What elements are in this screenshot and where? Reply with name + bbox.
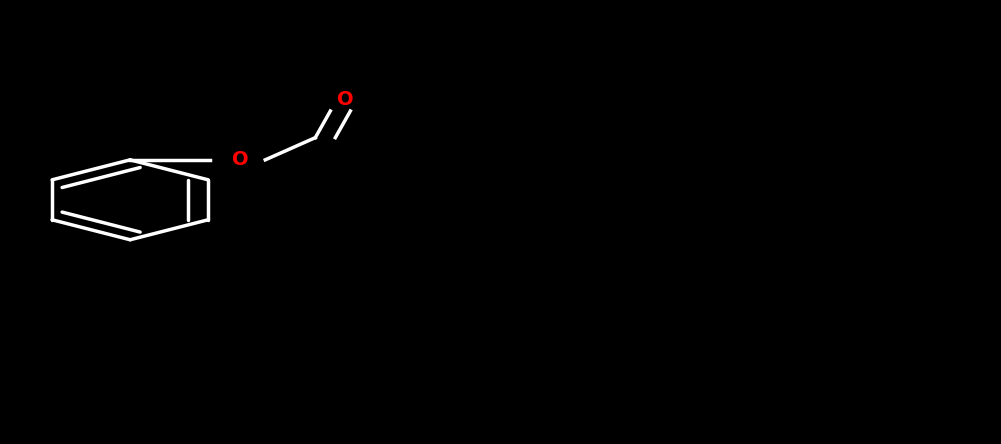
- Text: O: O: [232, 151, 248, 169]
- Text: O: O: [337, 91, 353, 109]
